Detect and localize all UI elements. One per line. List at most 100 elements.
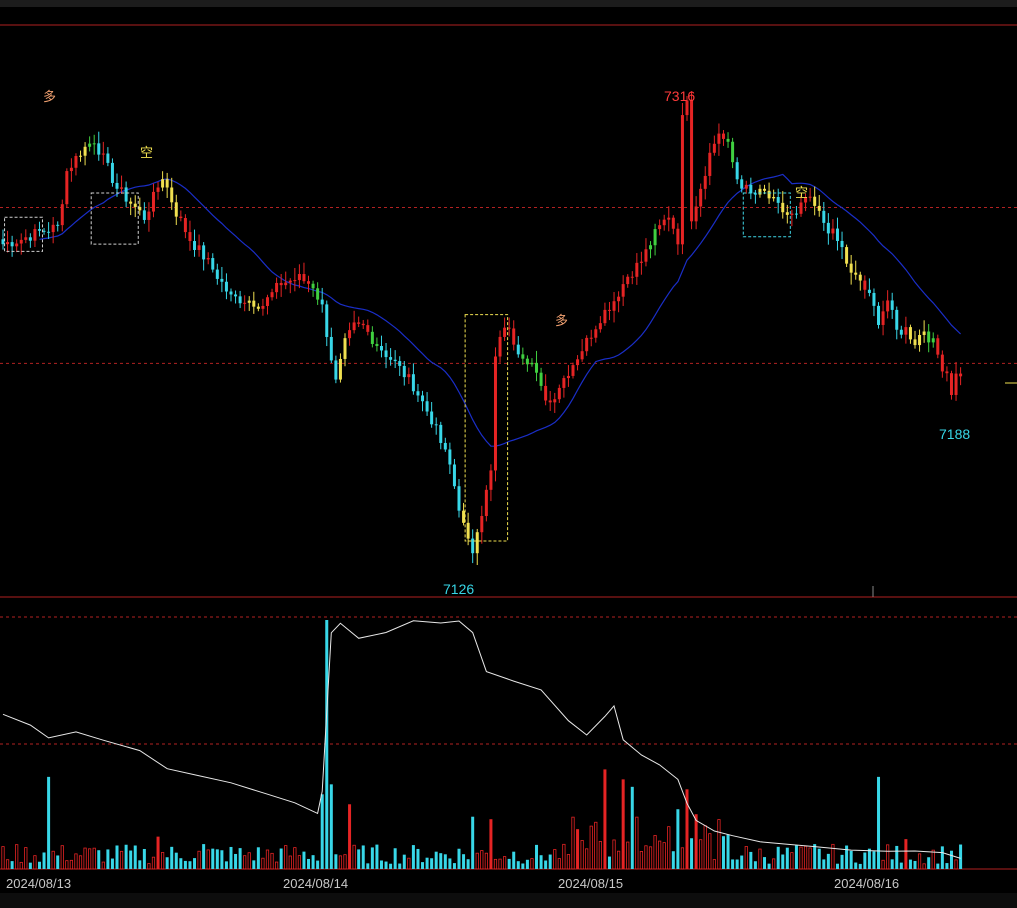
candle-body: [220, 278, 224, 282]
volume-bar: [680, 847, 685, 870]
volume-bar: [922, 863, 926, 870]
volume-bar: [462, 854, 466, 869]
volume-bar: [544, 860, 548, 869]
candle-body: [571, 365, 575, 376]
volume-bar: [88, 848, 92, 870]
volume-bar: [471, 816, 475, 869]
candle-body: [544, 385, 548, 401]
volume-bar: [151, 856, 156, 870]
volume-bar: [726, 834, 730, 869]
candle-body: [580, 351, 584, 360]
candle-body: [635, 262, 639, 277]
volume-bar: [908, 859, 912, 869]
candle-body: [899, 329, 903, 335]
candle-body: [348, 330, 352, 339]
candle-body: [389, 357, 393, 360]
candle-body: [88, 143, 92, 147]
candle-body: [598, 323, 602, 330]
volume-bar: [78, 855, 83, 870]
volume-bar: [808, 847, 812, 870]
candle-body: [147, 211, 151, 220]
candle-body: [662, 219, 666, 226]
candle-body: [954, 373, 958, 395]
volume-bar: [484, 852, 488, 870]
candle-body: [886, 300, 890, 312]
volume-bar: [507, 858, 511, 869]
volume-bar: [863, 852, 867, 869]
volume-bar: [293, 847, 297, 870]
volume-bar: [270, 852, 274, 870]
volume-bar: [124, 844, 128, 869]
volume-bar: [69, 859, 73, 870]
volume-bar: [393, 848, 397, 869]
candle-body: [284, 282, 288, 286]
candle-body: [922, 331, 926, 336]
volume-bar: [512, 851, 516, 869]
candle-body: [430, 411, 434, 425]
candle-body: [690, 100, 694, 222]
volume-bar: [197, 850, 201, 870]
candle-body: [448, 449, 452, 465]
volume-bar: [571, 816, 575, 870]
volume-bar: [329, 784, 333, 869]
candle-body: [92, 143, 96, 145]
candle-body: [224, 281, 228, 292]
candle-body: [845, 247, 849, 264]
candle-body: [913, 339, 917, 346]
candle-body: [799, 202, 803, 214]
candle-body: [931, 338, 935, 343]
volume-bar: [65, 860, 69, 870]
candle-body: [366, 325, 370, 332]
volume-bar: [890, 859, 894, 869]
volume-bar: [535, 844, 539, 869]
volume-bar: [425, 857, 429, 869]
candle-body: [927, 331, 931, 343]
volume-bar: [648, 846, 653, 870]
candle-body: [890, 300, 894, 310]
volume-bar: [284, 845, 288, 870]
volume-bar: [83, 847, 87, 870]
candle-body: [60, 204, 64, 226]
volume-bar: [671, 851, 675, 869]
volume-bar: [516, 861, 520, 869]
volume-bar: [785, 847, 789, 869]
candle-body: [854, 272, 858, 275]
volume-bar: [639, 851, 644, 870]
volume-bar: [831, 843, 835, 870]
volume-bar: [959, 844, 963, 869]
candle-body: [475, 532, 479, 554]
candle-body: [895, 309, 899, 330]
candle-body: [644, 249, 648, 262]
volume-bar: [174, 852, 178, 869]
candle-body: [658, 225, 662, 230]
volume-bar: [211, 848, 215, 869]
candle-body: [626, 276, 630, 285]
volume-bar: [156, 836, 160, 869]
candle-body: [329, 336, 333, 361]
volume-bar: [320, 794, 324, 869]
candle-body: [202, 245, 206, 260]
volume-bar: [525, 859, 529, 869]
volume-bar: [357, 849, 361, 869]
volume-bar: [826, 853, 830, 869]
candle-body: [735, 162, 739, 180]
volume-bar: [375, 844, 379, 869]
volume-bar: [265, 849, 270, 870]
volume-bar: [717, 819, 721, 870]
candle-body: [630, 276, 634, 278]
candle-body: [174, 202, 178, 217]
candle-body: [37, 229, 41, 231]
candle-body: [867, 289, 871, 293]
candle-body: [804, 197, 808, 203]
volume-bar: [502, 856, 507, 870]
candle-body: [603, 309, 607, 324]
candle-body: [772, 197, 776, 199]
volume-bar: [160, 852, 165, 870]
volume-bar: [19, 861, 23, 870]
label-layer: 7316 7126 7188 多 空 多 空 2024/08/13 2024/0…: [6, 88, 970, 891]
candle-body: [69, 167, 73, 172]
candle-body: [206, 258, 210, 260]
candle-body: [484, 489, 488, 517]
candle-body: [726, 138, 730, 142]
candle-body: [142, 210, 146, 220]
